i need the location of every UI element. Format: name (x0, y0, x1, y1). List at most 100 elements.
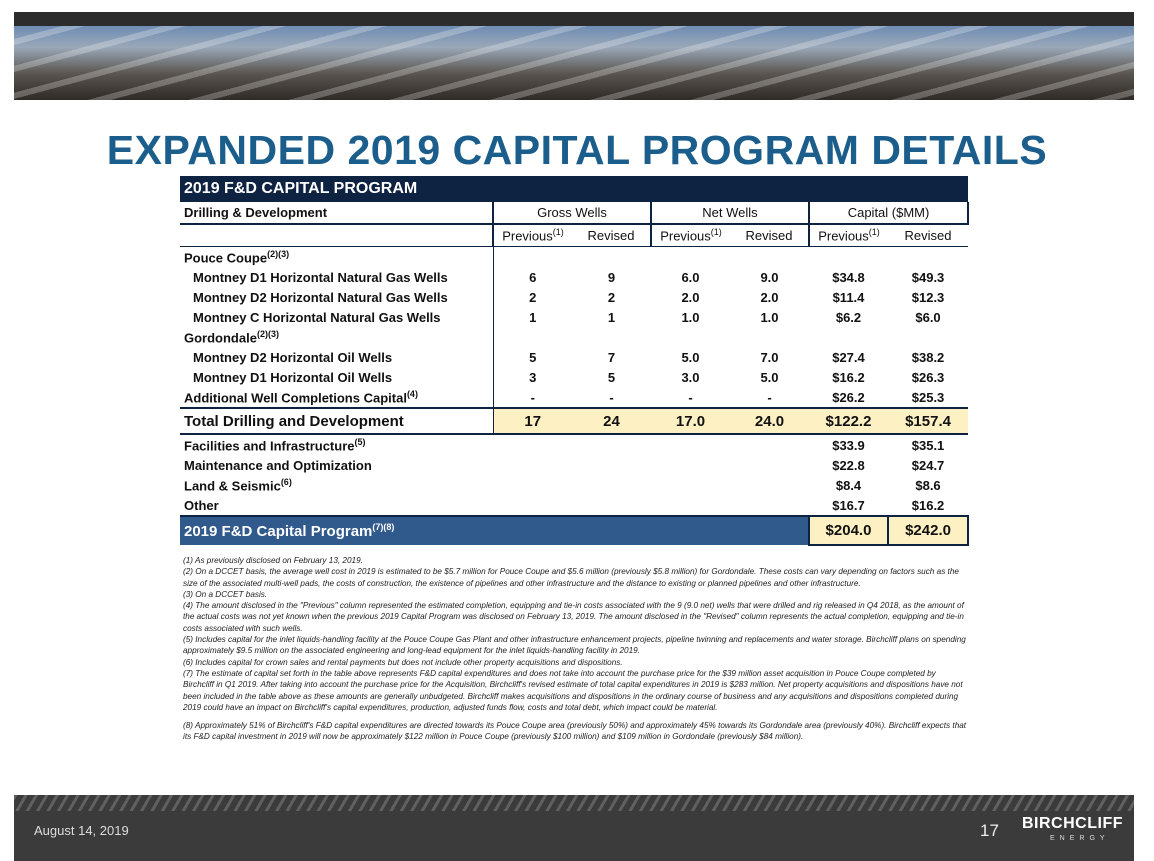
value-cell: 9.0 (760, 269, 779, 285)
value-cell: $157.4 (888, 407, 969, 435)
label-text: Land & Seismic (184, 478, 281, 494)
value-cell: $26.2 (832, 389, 865, 405)
sub-header-text: Revised (745, 228, 793, 243)
label-text: Other (184, 497, 219, 513)
other-row: Other $16.7 $16.2 (180, 495, 968, 516)
empty-cell (651, 434, 730, 455)
value-cell: $122.2 (809, 407, 888, 435)
empty-cell (572, 434, 651, 455)
group-header: Capital ($MM) (807, 202, 970, 225)
empty-cell (730, 327, 809, 347)
value-cell: $11.4 (832, 289, 865, 305)
value-cell: $6.2 (835, 309, 862, 325)
footnote: (7) The estimate of capital set forth in… (183, 668, 963, 712)
footnote: (3) On a DCCET basis. (183, 589, 268, 599)
sub-header-text: Previous (502, 228, 553, 244)
sub-header: Previous(1) (650, 224, 730, 247)
logo: BIRCHCLIFF (1022, 815, 1123, 832)
row-label: Montney D2 Horizontal Natural Gas Wells (180, 287, 493, 307)
sub-header-text: Revised (587, 228, 635, 243)
empty-cell (572, 495, 651, 516)
value-cell: 24.0 (730, 407, 809, 435)
empty-cell (730, 247, 809, 268)
empty-cell (651, 327, 730, 347)
group-header-row: Drilling & Development Gross Wells Net Wel… (180, 202, 970, 225)
value-cell: $8.6 (915, 477, 941, 493)
row-label: Land & Seismic(6) (180, 475, 493, 495)
other-row: Land & Seismic(6) $8.4 $8.6 (180, 475, 968, 495)
value-cell: 3 (492, 367, 572, 387)
value-cell: 17.0 (651, 407, 730, 435)
value-cell: 2 (492, 287, 572, 307)
value-cell: 2 (607, 289, 616, 305)
table-title-row: 2019 F&D CAPITAL PROGRAM (180, 176, 969, 202)
empty-cell (809, 247, 888, 268)
group-row: Gordondale(2)(3) (180, 327, 968, 347)
row-label: Montney D2 Horizontal Oil Wells (180, 347, 493, 367)
logo-sub: ENERGY (1050, 835, 1110, 842)
label-header: Drilling & Development (180, 202, 493, 225)
row-label: Other (180, 495, 493, 516)
value-cell: $33.9 (832, 437, 865, 453)
footnote: (1) As previously disclosed on February … (183, 556, 363, 565)
value-cell: $242.0 (886, 515, 970, 546)
other-row: Facilities and Infrastructure(5) $33.9 $35… (180, 434, 968, 455)
data-row: Montney D1 Horizontal Natural Gas Wells 6… (180, 267, 968, 287)
data-row: Montney D2 Horizontal Natural Gas Wells 2… (180, 287, 968, 307)
empty-cell (730, 434, 809, 455)
banner-image (14, 12, 1134, 100)
row-label: Montney D1 Horizontal Oil Wells (180, 367, 493, 387)
empty-cell (493, 434, 572, 455)
value-cell: 7.0 (760, 349, 779, 365)
value-cell: 3.0 (681, 369, 700, 385)
sub-header-text: Previous (660, 228, 711, 244)
label-text: 2019 F&D Capital Program (184, 523, 373, 540)
group-header: Gross Wells (492, 202, 652, 225)
sub-header-sup: (1) (868, 227, 880, 238)
sub-header: Revised (572, 224, 651, 247)
value-cell: $16.2 (911, 497, 945, 513)
value-cell: $35.1 (911, 437, 945, 453)
sub-header-text: Previous (818, 228, 869, 244)
label-sup: (4) (406, 388, 418, 399)
label-sup: (7)(8) (372, 522, 395, 532)
label-text: Facilities and Infrastructure (184, 438, 355, 454)
empty-cell (493, 475, 572, 495)
footer: August 14, 2019 17 BIRCHCLIFF ENERGY (14, 795, 1134, 861)
value-cell: $204.0 (808, 515, 889, 546)
value-cell: $27.4 (832, 349, 865, 365)
value-cell: 9 (607, 269, 616, 285)
total-row: Total Drilling and Development 17 24 17.0 24… (180, 407, 969, 435)
value-cell: 2.0 (760, 289, 779, 305)
label-text: Montney D1 Horizontal Natural Gas Wells (193, 269, 448, 285)
sub-header: Revised (888, 224, 969, 247)
label-text: Montney C Horizontal Natural Gas Wells (193, 309, 441, 325)
empty-cell (572, 475, 651, 495)
value-cell: - (767, 389, 772, 405)
group-row: Pouce Coupe(2)(3) (180, 246, 968, 268)
data-row: Montney C Horizontal Natural Gas Wells 1 1… (180, 307, 968, 327)
value-cell: $34.8 (832, 269, 865, 285)
footnote: (8) Approximately 51% of Birchcliff's F&… (183, 721, 967, 742)
row-label: Additional Well Completions Capital(4) (180, 387, 493, 408)
empty-cell (493, 495, 572, 516)
value-cell: 24 (572, 407, 651, 435)
value-cell: 1 (492, 307, 572, 327)
value-cell: 5 (607, 369, 616, 385)
label-text: Maintenance and Optimization (184, 457, 372, 473)
value-cell: $16.7 (832, 497, 865, 513)
label-text: Additional Well Completions Capital (184, 390, 407, 406)
empty-cell (572, 327, 651, 347)
value-cell: $25.3 (911, 389, 945, 405)
sub-header-sup: (1) (552, 227, 564, 238)
empty-cell (730, 475, 809, 495)
value-cell: $26.3 (911, 369, 945, 385)
empty-cell (651, 455, 730, 475)
capital-table: 2019 F&D CAPITAL PROGRAM Drilling & Devel… (180, 176, 970, 546)
value-cell: 7 (607, 349, 616, 365)
empty-cell (651, 495, 730, 516)
value-cell: $22.8 (832, 457, 865, 473)
empty-cell (572, 455, 651, 475)
empty-cell (809, 327, 888, 347)
